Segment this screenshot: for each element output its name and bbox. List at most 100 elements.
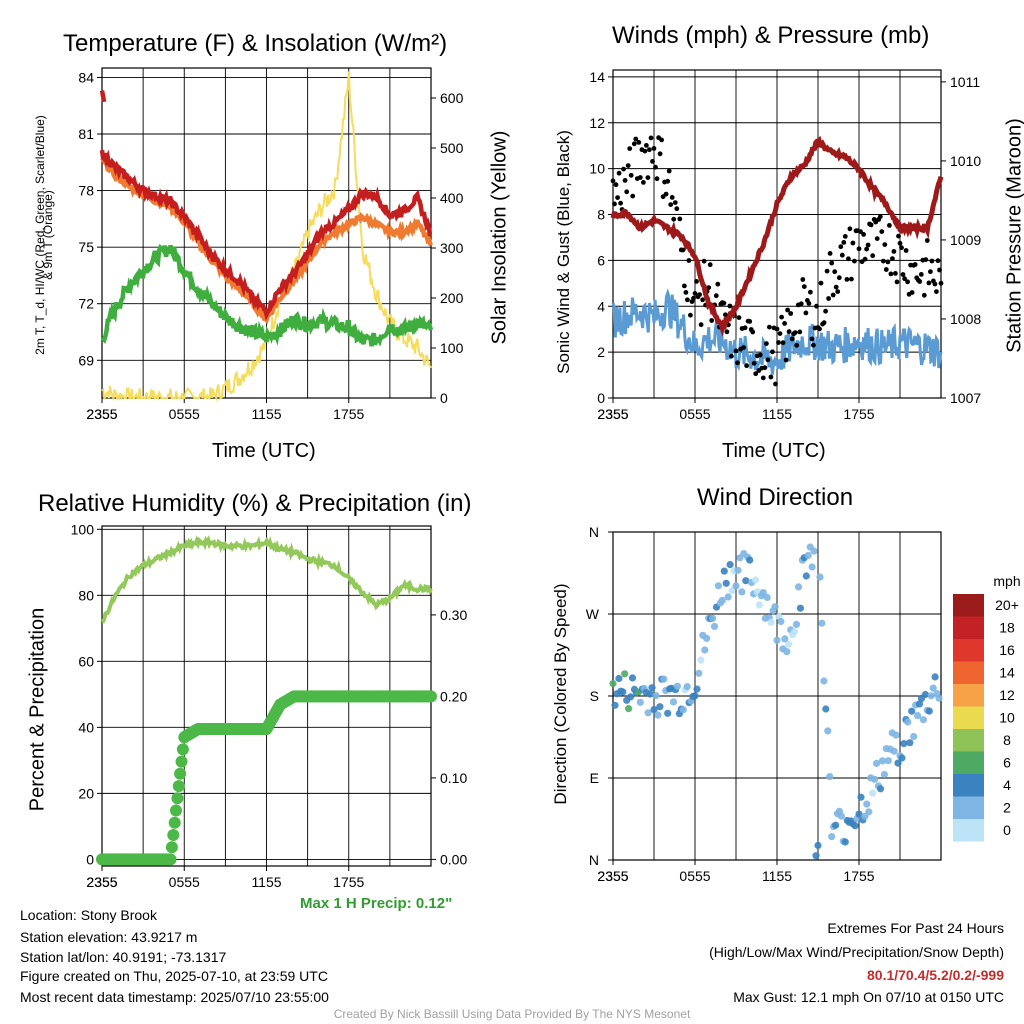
gust-point bbox=[870, 253, 876, 259]
gust-point bbox=[803, 310, 809, 316]
temp-xtick-label: 0555 bbox=[169, 406, 200, 422]
gust-point bbox=[765, 357, 771, 363]
legend-label: 12 bbox=[999, 687, 1015, 703]
gust-point bbox=[616, 170, 622, 176]
wind-direction-point bbox=[820, 677, 828, 685]
gust-point bbox=[918, 272, 924, 277]
gust-point bbox=[897, 240, 903, 246]
figure-created: Figure created on Thu, 2025-07-10, at 23… bbox=[20, 968, 328, 984]
gust-point bbox=[809, 336, 815, 342]
rh-ytick-label: 0 bbox=[86, 851, 94, 867]
wind-xtick-label: 2355 bbox=[597, 406, 628, 422]
dir-xtick-label: 1155 bbox=[762, 868, 792, 884]
wind-direction-point bbox=[810, 547, 818, 555]
gust-point bbox=[645, 175, 651, 181]
legend-label: 18 bbox=[999, 620, 1015, 636]
temp-title: Temperature (F) & Insolation (W/m²) bbox=[63, 30, 448, 57]
gust-point bbox=[685, 297, 690, 303]
gust-point bbox=[865, 242, 871, 248]
rh-y2tick-label: 0.30 bbox=[440, 607, 467, 623]
wind-direction-point bbox=[824, 727, 832, 735]
gust-point bbox=[612, 201, 617, 207]
wind-xtick-label: 0555 bbox=[679, 406, 710, 422]
wind-ytick-label: 2 bbox=[597, 344, 605, 360]
wind-direction-point bbox=[898, 754, 906, 762]
temp-y2tick-label: 200 bbox=[440, 290, 464, 306]
wind-direction-point bbox=[814, 841, 822, 850]
gust-point bbox=[751, 360, 757, 366]
gust-point bbox=[691, 295, 696, 301]
gust-point bbox=[666, 168, 672, 174]
legend-swatch bbox=[953, 706, 984, 729]
temp-y2tick-label: 400 bbox=[440, 190, 464, 206]
relative-humidity-line bbox=[101, 535, 433, 624]
gust-point bbox=[724, 329, 730, 335]
gust-point bbox=[836, 275, 842, 281]
gust-point bbox=[832, 269, 838, 275]
wind-ytick-label: 4 bbox=[597, 298, 605, 314]
gust-point bbox=[779, 314, 784, 320]
wind-direction-point bbox=[703, 634, 711, 643]
wind-direction-point bbox=[679, 706, 687, 714]
wind-ytick-label: 0 bbox=[597, 390, 605, 406]
wind-direction-point bbox=[914, 712, 922, 720]
gust-point bbox=[729, 353, 734, 359]
wind-direction-point bbox=[611, 701, 619, 709]
rh-ytick-label: 60 bbox=[78, 653, 94, 669]
wind-y2tick-label: 1009 bbox=[950, 232, 981, 248]
wind-direction-point bbox=[873, 759, 881, 768]
gust-point bbox=[894, 279, 900, 285]
legend-label: 10 bbox=[999, 710, 1015, 726]
legend-title: mph bbox=[993, 573, 1020, 589]
gust-point bbox=[700, 297, 705, 303]
wind-direction-point bbox=[781, 635, 789, 643]
legend-label: 4 bbox=[1003, 777, 1011, 793]
wind-direction-point bbox=[656, 703, 664, 711]
dir-ytick-label: S bbox=[590, 688, 599, 704]
gust-point bbox=[789, 336, 795, 342]
gust-point bbox=[934, 289, 939, 294]
speed-legend: mph 20+ 18 16 14 12 10 8 6 4 2 0 bbox=[953, 573, 1021, 842]
heat-index-line bbox=[99, 90, 107, 103]
extremes-subheading: (High/Low/Max Wind/Precipitation/Snow De… bbox=[709, 944, 1004, 960]
wind-direction-point bbox=[648, 684, 656, 692]
gust-point bbox=[827, 251, 833, 256]
wind-xtick-label: 1155 bbox=[762, 406, 792, 422]
gust-point bbox=[902, 276, 907, 282]
wind-direction-point bbox=[863, 800, 871, 808]
gust-point bbox=[783, 357, 789, 363]
dir-ytick-label: N bbox=[589, 852, 599, 868]
gust-point bbox=[764, 341, 769, 346]
gust-point bbox=[782, 321, 787, 326]
legend-label: 14 bbox=[999, 665, 1015, 681]
wind-direction-point bbox=[785, 640, 793, 648]
temp-ylabel-right: Solar Insolation (Yellow) bbox=[488, 130, 511, 345]
gust-point bbox=[858, 229, 863, 235]
gust-point bbox=[760, 375, 766, 381]
gust-point bbox=[665, 178, 671, 184]
gust-point bbox=[757, 352, 763, 358]
gust-point bbox=[622, 178, 628, 183]
wind-direction-point bbox=[904, 718, 912, 726]
wind-ylabel-right: Station Pressure (Maroon) bbox=[1003, 118, 1024, 353]
gust-point bbox=[657, 151, 663, 157]
wind-direction-point bbox=[771, 603, 779, 611]
wind-direction-point bbox=[742, 577, 750, 585]
legend-swatch bbox=[953, 661, 984, 684]
wind-direction-point bbox=[900, 740, 908, 748]
gust-point bbox=[727, 303, 733, 309]
gust-point bbox=[862, 256, 868, 262]
gust-point bbox=[811, 342, 816, 348]
rh-title: Relative Humidity (%) & Precipitation (i… bbox=[38, 490, 472, 517]
gust-point bbox=[747, 319, 753, 324]
temp-xtick-label: 1155 bbox=[251, 406, 281, 422]
gust-point bbox=[900, 272, 906, 277]
gust-point bbox=[844, 277, 850, 282]
dir-xtick-label: 2355 bbox=[597, 868, 628, 884]
gust-point bbox=[636, 140, 642, 145]
gust-point bbox=[698, 322, 704, 328]
gust-point bbox=[917, 279, 923, 284]
wind-direction-point bbox=[644, 709, 652, 717]
gust-point bbox=[937, 267, 942, 273]
gust-point bbox=[613, 182, 619, 188]
